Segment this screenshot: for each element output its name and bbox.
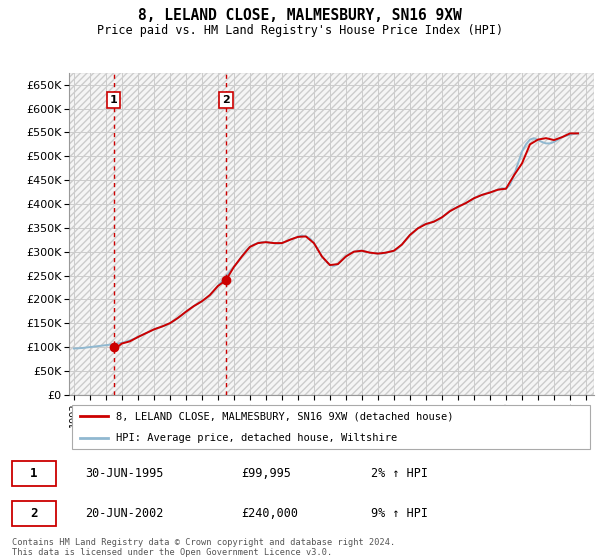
Text: 1: 1 <box>30 467 38 480</box>
FancyBboxPatch shape <box>71 405 590 449</box>
Text: 20-JUN-2002: 20-JUN-2002 <box>85 507 164 520</box>
Text: 8, LELAND CLOSE, MALMESBURY, SN16 9XW: 8, LELAND CLOSE, MALMESBURY, SN16 9XW <box>138 8 462 24</box>
Text: £99,995: £99,995 <box>241 467 291 480</box>
Text: £240,000: £240,000 <box>241 507 298 520</box>
FancyBboxPatch shape <box>12 501 56 526</box>
Text: 1: 1 <box>110 95 118 105</box>
Text: 8, LELAND CLOSE, MALMESBURY, SN16 9XW (detached house): 8, LELAND CLOSE, MALMESBURY, SN16 9XW (d… <box>116 411 454 421</box>
Text: Contains HM Land Registry data © Crown copyright and database right 2024.
This d: Contains HM Land Registry data © Crown c… <box>12 538 395 557</box>
Text: HPI: Average price, detached house, Wiltshire: HPI: Average price, detached house, Wilt… <box>116 433 398 443</box>
Text: Price paid vs. HM Land Registry's House Price Index (HPI): Price paid vs. HM Land Registry's House … <box>97 24 503 36</box>
Text: 2: 2 <box>222 95 230 105</box>
FancyBboxPatch shape <box>12 461 56 486</box>
Text: 9% ↑ HPI: 9% ↑ HPI <box>371 507 428 520</box>
Text: 2% ↑ HPI: 2% ↑ HPI <box>371 467 428 480</box>
Text: 30-JUN-1995: 30-JUN-1995 <box>85 467 164 480</box>
Text: 2: 2 <box>30 507 38 520</box>
